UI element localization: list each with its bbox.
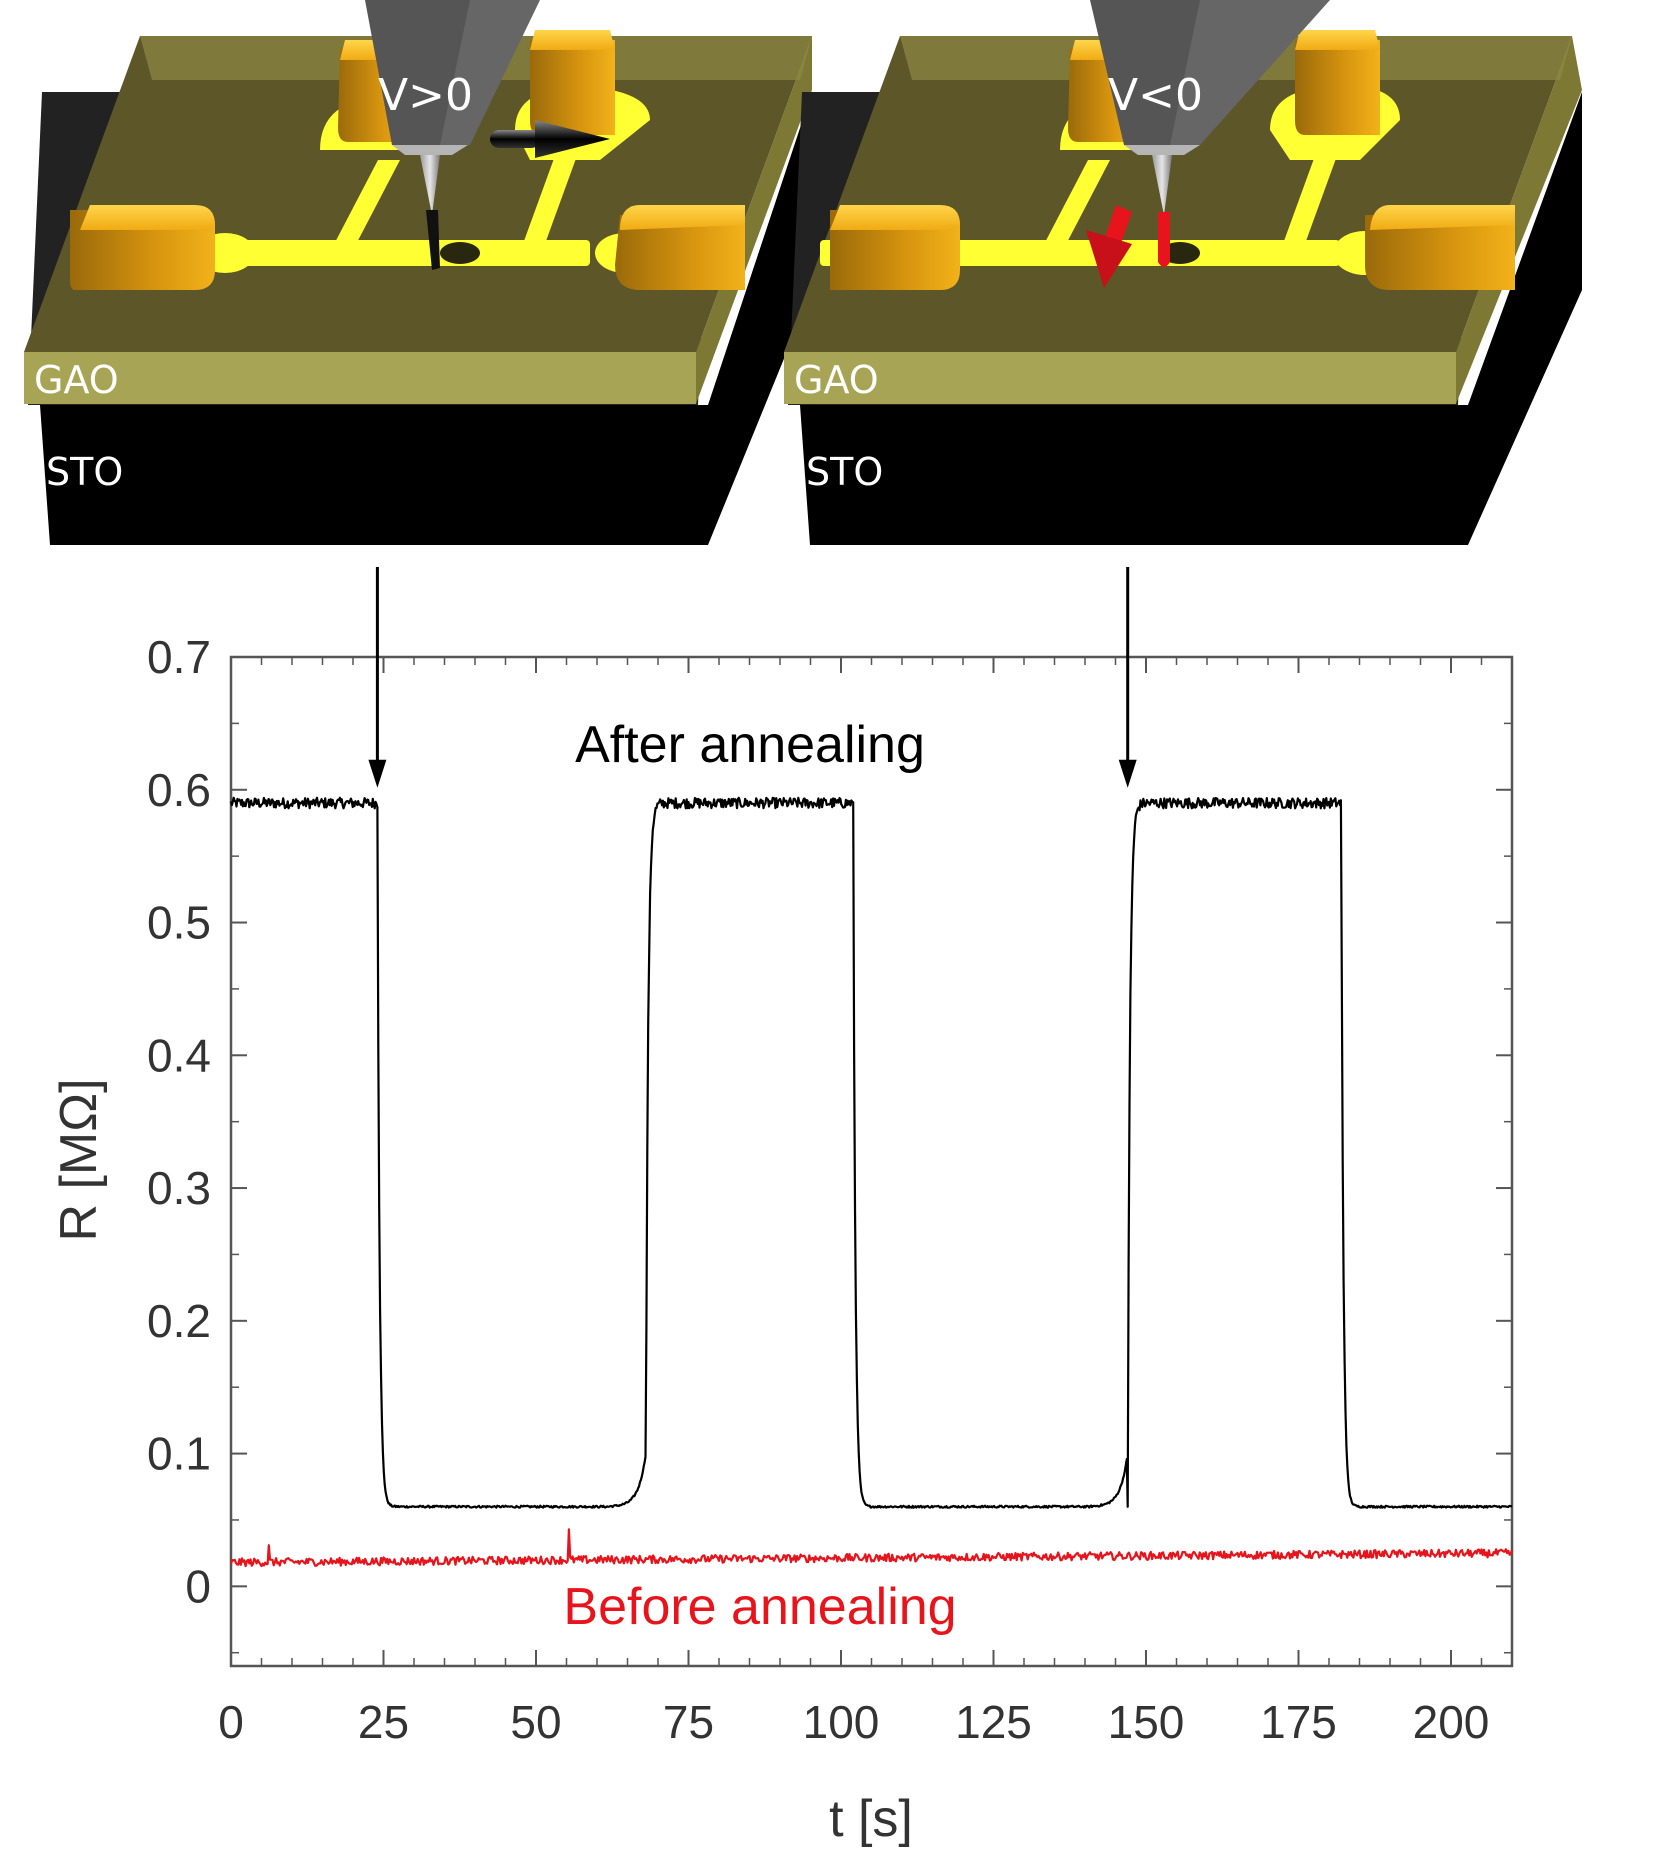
x-tick-labels: 0 25 50 75 100 125 150 175 200 xyxy=(218,1696,1489,1748)
gao-side xyxy=(1456,36,1582,404)
y-tick-label: 0.1 xyxy=(147,1428,211,1480)
x-tick-label: 0 xyxy=(218,1696,244,1748)
y-tick-label: 0 xyxy=(185,1560,211,1612)
major-ticks xyxy=(230,656,1512,1666)
afm-tip-right xyxy=(1090,0,1330,267)
series-layer xyxy=(229,796,1514,1568)
y-tick-label: 0.4 xyxy=(147,1029,211,1081)
x-tick-label: 150 xyxy=(1108,1696,1185,1748)
x-tick-label: 25 xyxy=(358,1696,409,1748)
marker-arrow-head-icon xyxy=(1118,759,1137,788)
channel-gap xyxy=(440,242,480,264)
y-tick-label: 0.2 xyxy=(147,1295,211,1347)
annotation-after-annealing: After annealing xyxy=(575,716,925,774)
y-tick-label: 0.7 xyxy=(147,631,211,683)
marker-layer xyxy=(368,567,1137,788)
x-tick-label: 200 xyxy=(1413,1696,1490,1748)
annotation-before-annealing: Before annealing xyxy=(563,1578,956,1636)
x-tick-label: 125 xyxy=(955,1696,1032,1748)
x-tick-label: 100 xyxy=(803,1696,880,1748)
x-axis-title: t [s] xyxy=(829,1790,913,1848)
marker-arrow-head-icon xyxy=(368,759,387,788)
gao-front xyxy=(784,352,1456,404)
device-diagram-left: V>0 GAO STO xyxy=(24,0,812,545)
tip-label-right: V<0 xyxy=(1108,70,1203,121)
device-diagram-right: V<0 GAO STO xyxy=(784,0,1582,545)
motion-arrow-icon xyxy=(490,120,610,158)
x-tick-label: 175 xyxy=(1260,1696,1337,1748)
y-tick-label: 0.6 xyxy=(147,764,211,816)
x-tick-label: 75 xyxy=(663,1696,714,1748)
layer-label-gao-right: GAO xyxy=(794,358,879,402)
motion-arrow-red-icon xyxy=(1086,205,1132,288)
resistance-chart: 0 25 50 75 100 125 150 175 200 00.10.20.30.40.50… xyxy=(50,567,1514,1848)
layer-label-gao-left: GAO xyxy=(34,358,119,402)
sto-front xyxy=(800,405,1468,545)
sto-side xyxy=(708,92,812,545)
gao-front xyxy=(24,352,696,404)
y-tick-label: 0.3 xyxy=(147,1162,211,1214)
layer-label-sto-right: STO xyxy=(806,450,883,494)
y-axis-title: R [MΩ] xyxy=(50,1078,108,1241)
layer-label-sto-left: STO xyxy=(46,450,123,494)
series-after-annealing xyxy=(229,796,1513,1509)
series-before-annealing xyxy=(229,1528,1514,1568)
gao-side xyxy=(696,36,812,404)
contact-pads xyxy=(830,30,1515,290)
afm-tip-left xyxy=(365,0,540,270)
sto-front xyxy=(40,405,708,545)
minor-ticks xyxy=(231,657,1513,1666)
sto-side xyxy=(1468,92,1582,545)
tip-label-left: V>0 xyxy=(378,70,473,121)
y-tick-label: 0.5 xyxy=(147,897,211,949)
y-tick-labels: 0 0.1 0.2 0.3 0.4 0.5 0.6 0.7 xyxy=(147,631,211,1612)
x-tick-label: 50 xyxy=(510,1696,561,1748)
